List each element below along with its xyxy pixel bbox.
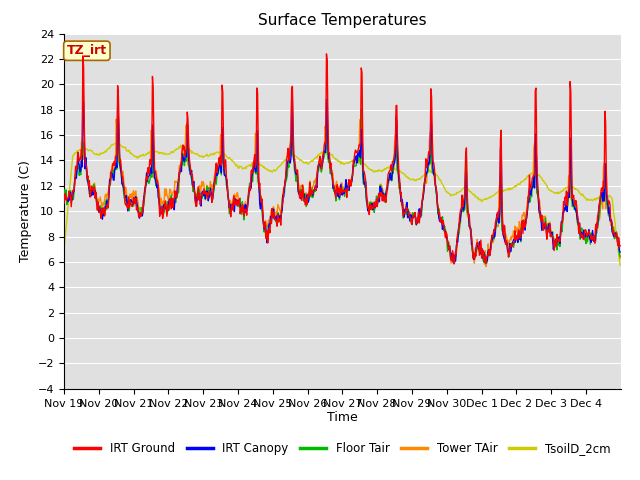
X-axis label: Time: Time: [327, 411, 358, 424]
Text: TZ_irt: TZ_irt: [67, 44, 107, 57]
Legend: IRT Ground, IRT Canopy, Floor Tair, Tower TAir, TsoilD_2cm: IRT Ground, IRT Canopy, Floor Tair, Towe…: [70, 437, 615, 460]
Title: Surface Temperatures: Surface Temperatures: [258, 13, 427, 28]
Y-axis label: Temperature (C): Temperature (C): [19, 160, 32, 262]
